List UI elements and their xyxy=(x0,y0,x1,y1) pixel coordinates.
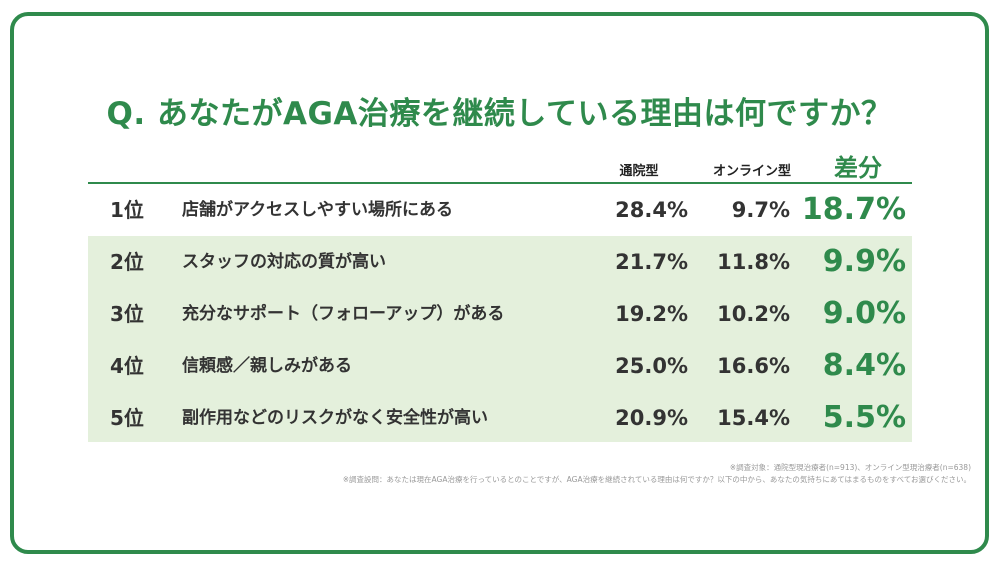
diff-value: 18.7% xyxy=(801,192,906,227)
online-value: 16.6% xyxy=(717,354,790,378)
rank-label: 3位 xyxy=(110,302,144,326)
survey-target-note: ※調査対象：通院型現治療者(n=913)、オンライン型現治療者(n=638) xyxy=(729,463,971,472)
clinic-value: 28.4% xyxy=(615,198,688,222)
clinic-value: 19.2% xyxy=(615,302,688,326)
table-row: 1位 店舗がアクセスしやすい場所にある 28.4% 9.7% 18.7% xyxy=(88,184,912,236)
diff-value: 5.5% xyxy=(822,400,906,435)
reason-label: 副作用などのリスクがなく安全性が高い xyxy=(182,408,488,428)
column-header-diff: 差分 xyxy=(834,154,882,182)
rank-label: 4位 xyxy=(110,354,144,378)
table-row: 4位 信頼感／親しみがある 25.0% 16.6% 8.4% xyxy=(88,340,912,392)
reason-label: スタッフの対応の質が高い xyxy=(182,252,386,272)
survey-question-note: ※調査設問：あなたは現在AGA治療を行っているとのことですが、AGA治療を継続さ… xyxy=(342,475,971,484)
rank-label: 5位 xyxy=(110,406,144,430)
table-row: 2位 スタッフの対応の質が高い 21.7% 11.8% 9.9% xyxy=(88,236,912,288)
ranking-table: 1位 店舗がアクセスしやすい場所にある 28.4% 9.7% 18.7% 2位 … xyxy=(88,182,912,442)
online-value: 9.7% xyxy=(731,198,790,222)
column-header-clinic: 通院型 xyxy=(619,164,659,179)
rank-label: 1位 xyxy=(110,198,144,222)
table-row: 5位 副作用などのリスクがなく安全性が高い 20.9% 15.4% 5.5% xyxy=(88,392,912,442)
clinic-value: 21.7% xyxy=(615,250,688,274)
reason-label: 充分なサポート（フォローアップ）がある xyxy=(182,304,505,324)
rank-label: 2位 xyxy=(110,250,144,274)
reason-label: 信頼感／親しみがある xyxy=(182,356,352,376)
table-row: 3位 充分なサポート（フォローアップ）がある 19.2% 10.2% 9.0% xyxy=(88,288,912,340)
clinic-value: 20.9% xyxy=(615,406,688,430)
online-value: 10.2% xyxy=(717,302,790,326)
chart-title: Q. あなたがAGA治療を継続している理由は何ですか？ xyxy=(106,96,893,132)
clinic-value: 25.0% xyxy=(615,354,688,378)
diff-value: 9.0% xyxy=(822,296,906,331)
online-value: 15.4% xyxy=(717,406,790,430)
column-header-online: オンライン型 xyxy=(712,164,791,179)
diff-value: 8.4% xyxy=(822,348,906,383)
online-value: 11.8% xyxy=(717,250,790,274)
diff-value: 9.9% xyxy=(822,244,906,279)
reason-label: 店舗がアクセスしやすい場所にある xyxy=(182,200,453,220)
